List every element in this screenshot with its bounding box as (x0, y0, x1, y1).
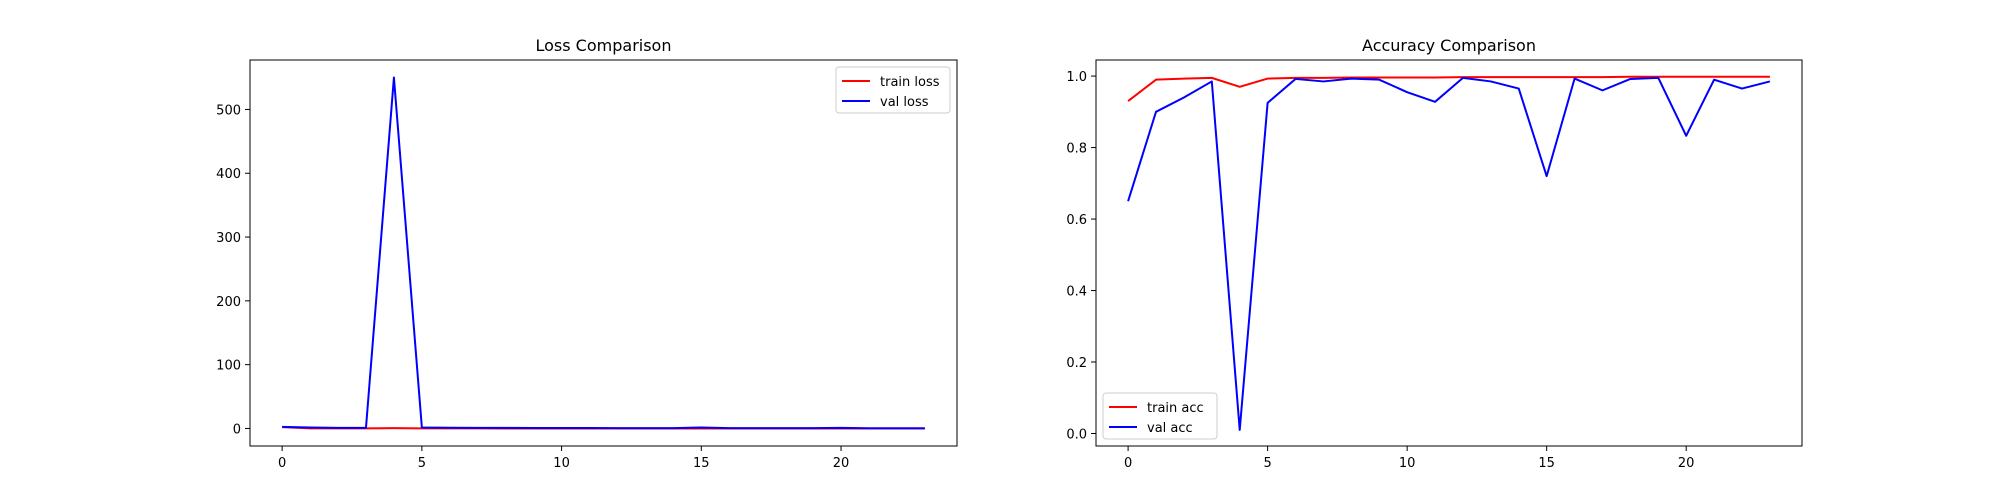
accuracy-x-tick-label: 5 (1263, 456, 1271, 471)
loss-legend-label-train-loss: train loss (880, 75, 940, 90)
accuracy-y-tick-label: 0.4 (1066, 285, 1087, 300)
loss-x-tick-label: 15 (693, 456, 710, 471)
accuracy-series-train-acc-line (1127, 75, 1770, 102)
loss-chart: Loss Comparison 0 5 10 15 200100200300400500… (216, 36, 958, 471)
accuracy-x-tick-label: 0 (1124, 456, 1132, 471)
loss-legend-label-val-loss: val loss (880, 95, 929, 110)
accuracy-y-tick-label: 0.6 (1066, 213, 1087, 228)
accuracy-axes-frame (1095, 59, 1803, 447)
loss-axes-frame (249, 59, 958, 447)
accuracy-x-tick-label: 20 (1678, 456, 1695, 471)
accuracy-legend: train acc val acc (1102, 392, 1218, 440)
loss-x-tick-label: 20 (833, 456, 850, 471)
loss-y-tick-label: 0 (233, 422, 241, 437)
loss-y-tick-label: 300 (216, 231, 241, 246)
accuracy-y-tick-label: 0.2 (1066, 356, 1087, 371)
loss-y-tick-label: 400 (216, 167, 241, 182)
accuracy-y-tick-label: 0.0 (1066, 427, 1087, 442)
loss-x-tick-label: 5 (418, 456, 426, 471)
loss-legend: train loss val loss (835, 66, 951, 114)
loss-series-val-loss-line (282, 76, 925, 430)
accuracy-y-tick-label: 0.8 (1066, 142, 1087, 157)
accuracy-chart-title: Accuracy Comparison (1362, 36, 1536, 55)
loss-y-tick-label: 200 (216, 295, 241, 310)
accuracy-y-tick-label: 1.0 (1066, 70, 1087, 85)
accuracy-x-tick-label: 10 (1399, 456, 1416, 471)
loss-x-tick-label: 10 (553, 456, 570, 471)
accuracy-legend-label-train-acc: train acc (1147, 401, 1204, 416)
loss-chart-title: Loss Comparison (536, 36, 672, 55)
loss-y-tick-label: 500 (216, 103, 241, 118)
accuracy-legend-label-val-acc: val acc (1147, 421, 1193, 436)
loss-x-tick-label: 0 (278, 456, 286, 471)
accuracy-series-val-acc-line (1127, 76, 1771, 431)
loss-y-tick-label: 100 (216, 359, 241, 374)
accuracy-x-tick-label: 15 (1538, 456, 1555, 471)
accuracy-chart: Accuracy Comparison 0 5 10 15 20 0.0 0.2 0.4 0.6… (1066, 36, 1803, 471)
